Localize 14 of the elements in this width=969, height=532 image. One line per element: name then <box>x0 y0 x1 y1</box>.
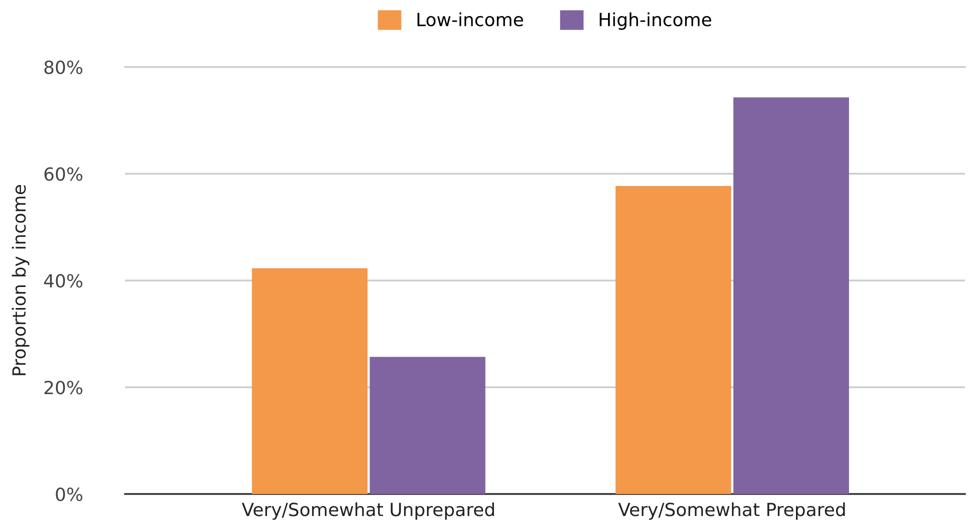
y-tick-label: 20% <box>44 380 82 394</box>
y-tick-label: 80% <box>44 60 82 74</box>
bar <box>370 356 486 494</box>
legend-label: Low-income <box>418 12 524 26</box>
y-tick-label: 60% <box>44 167 82 181</box>
bar <box>616 186 732 494</box>
y-tick-label: 40% <box>44 274 82 288</box>
y-axis-title: Proportion by income <box>12 185 30 376</box>
x-tick-label: Very/Somewhat Unprepared <box>242 502 494 520</box>
bar <box>733 97 849 494</box>
legend-label: High-income <box>600 12 712 30</box>
x-tick-label: Very/Somewhat Prepared <box>618 502 845 520</box>
y-tick-label: 0% <box>56 487 82 502</box>
bar <box>252 268 368 494</box>
